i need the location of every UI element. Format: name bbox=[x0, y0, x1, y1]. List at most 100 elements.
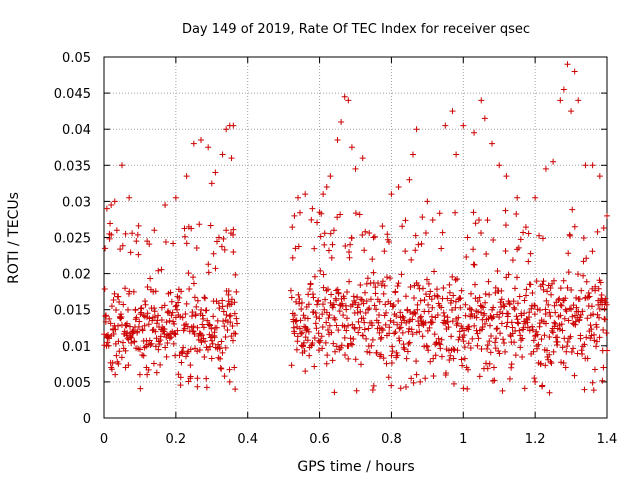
data-point bbox=[308, 216, 315, 223]
data-point bbox=[355, 329, 362, 336]
data-point bbox=[330, 227, 337, 234]
data-point bbox=[564, 338, 571, 345]
data-point bbox=[217, 364, 224, 371]
data-point bbox=[428, 313, 435, 320]
data-point bbox=[370, 269, 377, 276]
data-point bbox=[506, 375, 513, 382]
data-point bbox=[496, 162, 503, 169]
data-point bbox=[361, 289, 368, 296]
data-point bbox=[341, 323, 348, 330]
data-point bbox=[520, 229, 527, 236]
data-point bbox=[587, 335, 594, 342]
data-point bbox=[218, 243, 225, 250]
data-point bbox=[514, 194, 521, 201]
data-point bbox=[338, 118, 345, 125]
data-point bbox=[490, 364, 497, 371]
data-point bbox=[471, 322, 478, 329]
data-point bbox=[187, 362, 194, 369]
data-point bbox=[324, 286, 331, 293]
data-point bbox=[458, 356, 465, 363]
data-point bbox=[434, 292, 441, 299]
data-point bbox=[511, 285, 518, 292]
data-point bbox=[579, 308, 586, 315]
data-point bbox=[102, 312, 109, 319]
data-point bbox=[408, 326, 415, 333]
data-point bbox=[496, 350, 503, 357]
data-point bbox=[372, 290, 379, 297]
data-point bbox=[170, 340, 177, 347]
data-point bbox=[367, 296, 374, 303]
data-point bbox=[356, 211, 363, 218]
data-point bbox=[484, 365, 491, 372]
data-point bbox=[349, 321, 356, 328]
data-point bbox=[502, 222, 509, 229]
data-point bbox=[571, 223, 578, 230]
data-point bbox=[300, 339, 307, 346]
data-point bbox=[438, 353, 445, 360]
data-point bbox=[447, 352, 454, 359]
data-point bbox=[500, 336, 507, 343]
data-point bbox=[122, 364, 129, 371]
data-point bbox=[406, 318, 413, 325]
data-point bbox=[556, 326, 563, 333]
data-point bbox=[593, 343, 600, 350]
data-point bbox=[415, 241, 422, 248]
data-point bbox=[398, 271, 405, 278]
data-point bbox=[566, 231, 573, 238]
data-point bbox=[498, 304, 505, 311]
data-point bbox=[403, 319, 410, 326]
data-point bbox=[486, 360, 493, 367]
data-point bbox=[222, 334, 229, 341]
data-point bbox=[583, 255, 590, 262]
data-point bbox=[220, 235, 227, 242]
data-point bbox=[578, 347, 585, 354]
data-point bbox=[292, 245, 299, 252]
grid-lines bbox=[104, 57, 607, 418]
data-point bbox=[114, 322, 121, 329]
data-point bbox=[484, 217, 491, 224]
data-point bbox=[306, 285, 313, 292]
data-point bbox=[424, 327, 431, 334]
data-point bbox=[481, 115, 488, 122]
data-point bbox=[516, 327, 523, 334]
data-point bbox=[486, 338, 493, 345]
data-point bbox=[389, 348, 396, 355]
data-point bbox=[352, 299, 359, 306]
data-point bbox=[569, 313, 576, 320]
data-point bbox=[588, 303, 595, 310]
data-point bbox=[469, 335, 476, 342]
data-point bbox=[212, 265, 219, 272]
data-point bbox=[180, 344, 187, 351]
data-point bbox=[540, 278, 547, 285]
data-point bbox=[102, 245, 109, 252]
data-point bbox=[487, 349, 494, 356]
data-point bbox=[361, 319, 368, 326]
data-point bbox=[471, 261, 478, 268]
data-point bbox=[517, 236, 524, 243]
data-point bbox=[423, 276, 430, 283]
data-point bbox=[329, 357, 336, 364]
data-point bbox=[458, 287, 465, 294]
data-point bbox=[313, 313, 320, 320]
y-axis-title: ROTI / TECUs bbox=[6, 192, 22, 284]
data-point bbox=[522, 224, 529, 231]
data-point bbox=[517, 344, 524, 351]
y-tick-label: 0.04 bbox=[62, 123, 91, 138]
data-point bbox=[194, 297, 201, 304]
data-point bbox=[321, 241, 328, 248]
data-point bbox=[502, 348, 509, 355]
data-point bbox=[205, 144, 212, 151]
data-point bbox=[298, 330, 305, 337]
data-point bbox=[540, 286, 547, 293]
data-point bbox=[478, 97, 485, 104]
data-point bbox=[381, 282, 388, 289]
data-point bbox=[470, 246, 477, 253]
data-point bbox=[513, 313, 520, 320]
data-point bbox=[560, 359, 567, 366]
data-point bbox=[357, 361, 364, 368]
data-point bbox=[179, 348, 186, 355]
data-point bbox=[547, 285, 554, 292]
data-point bbox=[603, 329, 610, 336]
data-point bbox=[560, 277, 567, 284]
data-point bbox=[141, 322, 148, 329]
